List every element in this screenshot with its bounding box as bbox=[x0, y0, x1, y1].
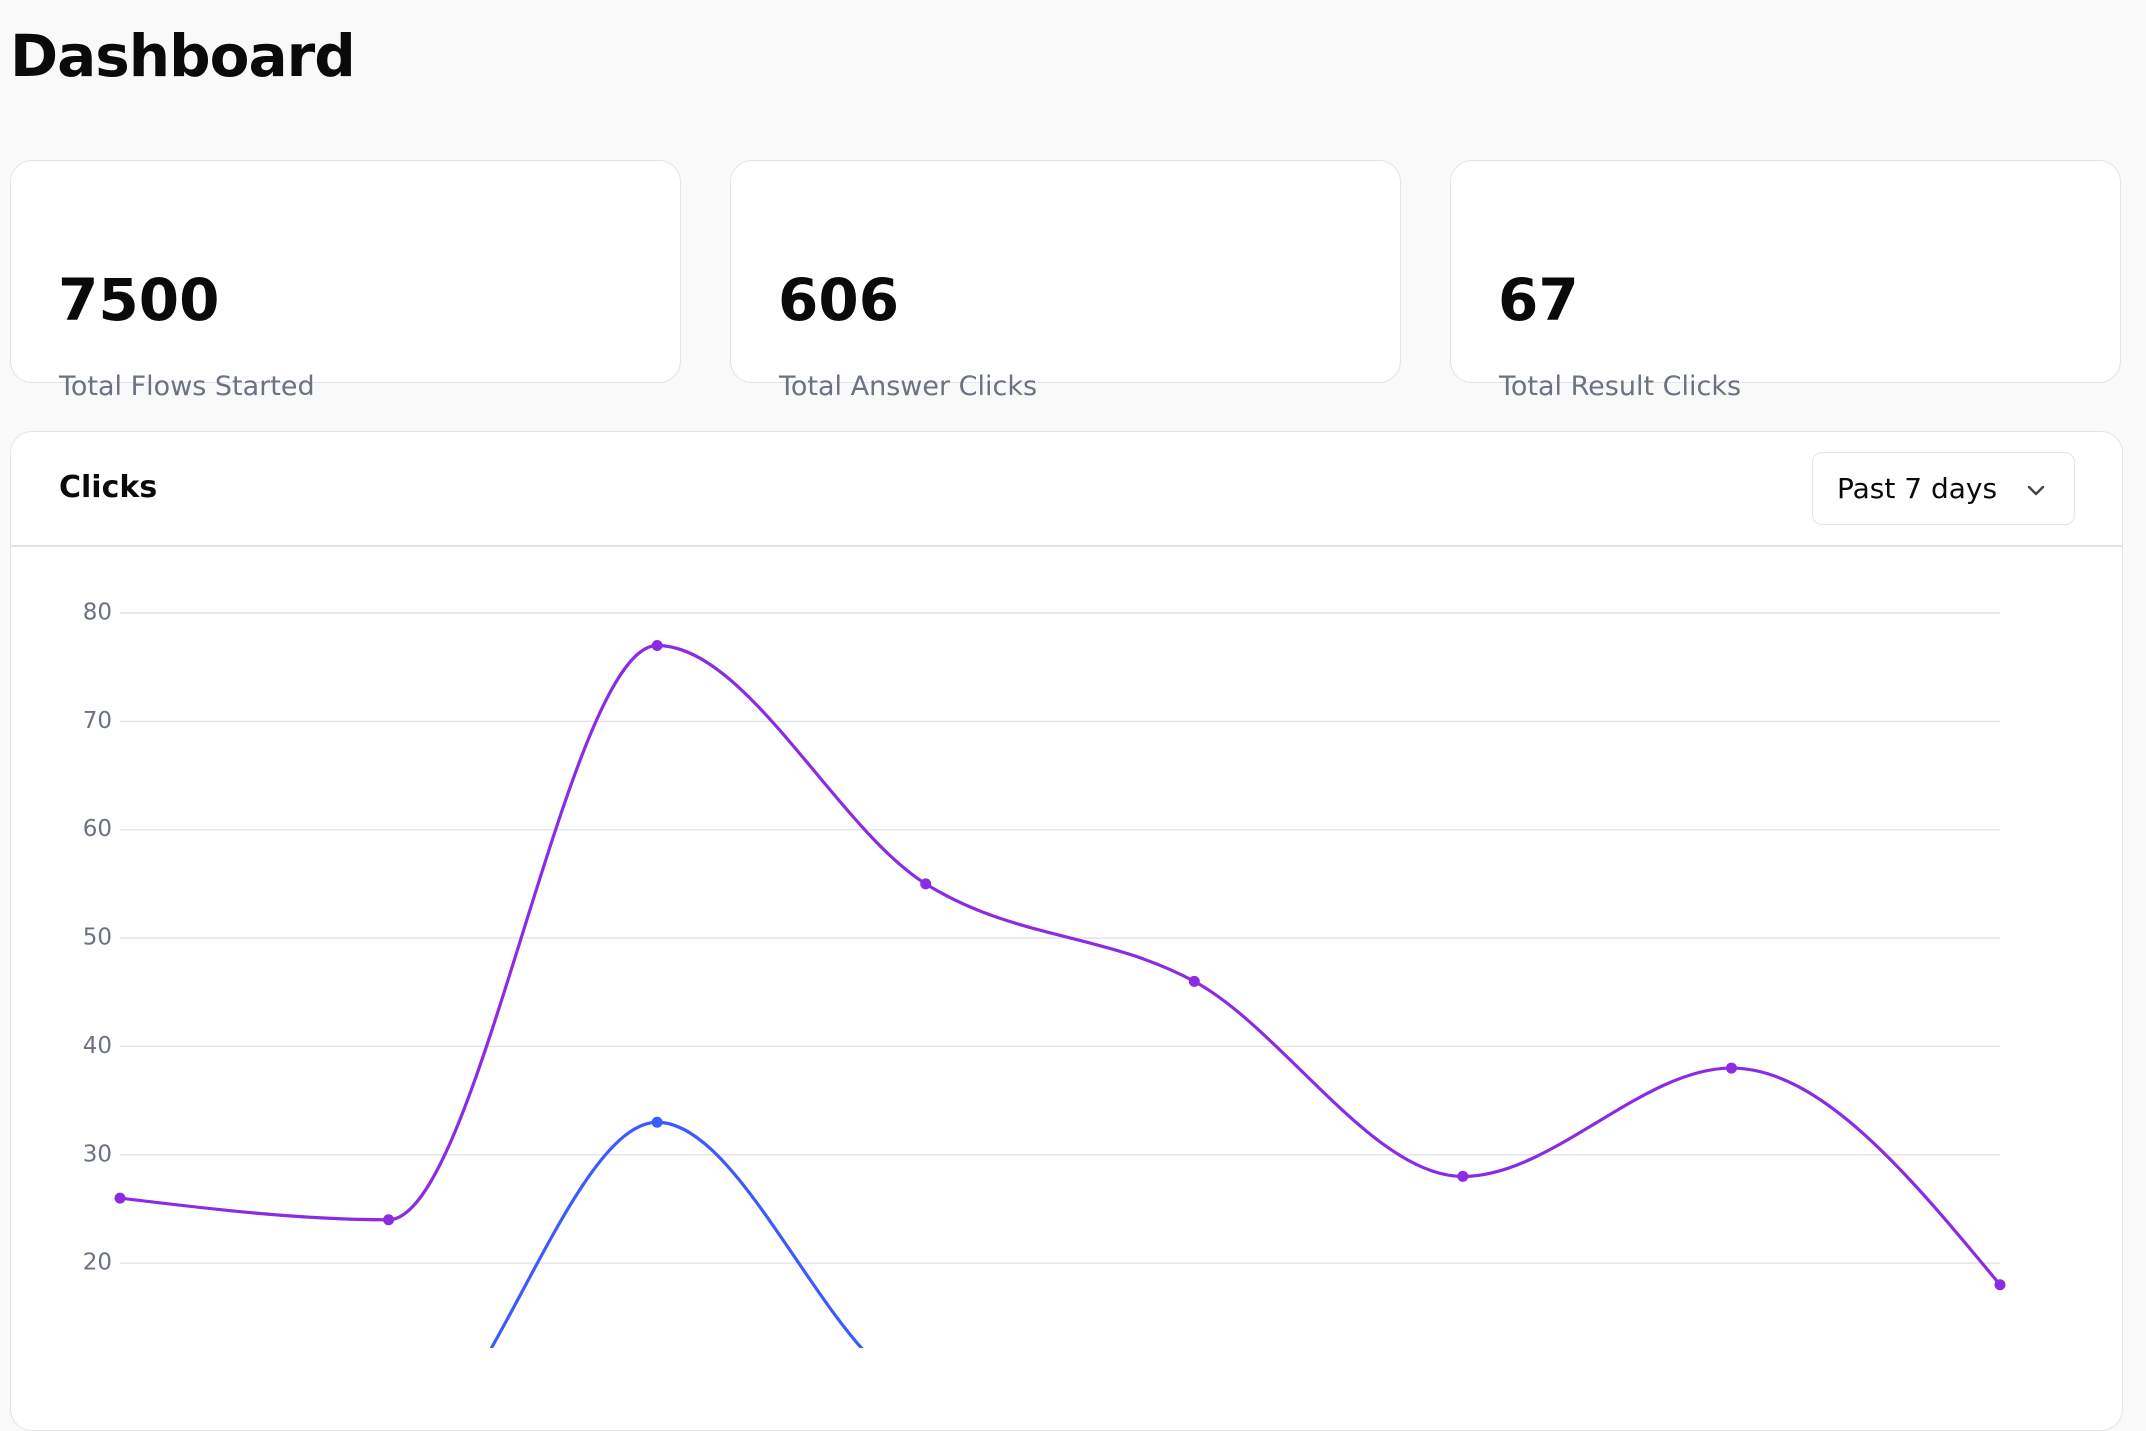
stat-card: Total Flows Started 7500 bbox=[10, 160, 681, 402]
data-point bbox=[114, 1192, 126, 1204]
stat-label: Total Answer Clicks bbox=[779, 371, 1038, 402]
chart: 20 30 40 50 60 70 80 bbox=[83, 600, 2006, 1348]
page: Dashboard Total Flows Started 7500 Total… bbox=[10, 22, 2123, 1431]
data-point bbox=[920, 878, 932, 890]
y-tick-label: 60 bbox=[83, 816, 112, 842]
stat-value: 606 bbox=[778, 266, 900, 334]
y-tick-label: 80 bbox=[83, 600, 112, 626]
y-tick-label: 50 bbox=[83, 925, 112, 951]
page-title: Dashboard bbox=[10, 22, 356, 90]
data-point bbox=[651, 1116, 663, 1128]
series-line bbox=[489, 1120, 864, 1348]
y-tick-label: 30 bbox=[83, 1141, 112, 1167]
stat-label: Total Flows Started bbox=[59, 371, 315, 402]
stat-card: Total Answer Clicks 606 bbox=[730, 160, 1401, 402]
stat-value: 67 bbox=[1498, 266, 1579, 334]
y-tick-label: 40 bbox=[83, 1033, 112, 1059]
data-point bbox=[1994, 1279, 2006, 1291]
data-point bbox=[1457, 1170, 1469, 1182]
series-line bbox=[119, 643, 2002, 1286]
data-point bbox=[1188, 975, 1200, 987]
chart-title: Clicks bbox=[59, 470, 158, 505]
panel-header: Clicks Past 7 days bbox=[11, 432, 2122, 547]
data-point bbox=[1725, 1062, 1737, 1074]
y-tick-label: 20 bbox=[83, 1250, 112, 1276]
dropdown-label: Past 7 days bbox=[1837, 472, 1998, 505]
y-tick-label: 70 bbox=[83, 708, 112, 734]
data-point bbox=[651, 640, 663, 652]
chevron-icon bbox=[2027, 485, 2045, 496]
stat-value: 7500 bbox=[58, 266, 220, 334]
range-dropdown[interactable]: Past 7 days bbox=[1812, 452, 2075, 525]
stat-card: Total Result Clicks 67 bbox=[1450, 160, 2121, 402]
stat-label: Total Result Clicks bbox=[1499, 371, 1742, 402]
data-point bbox=[383, 1214, 395, 1226]
